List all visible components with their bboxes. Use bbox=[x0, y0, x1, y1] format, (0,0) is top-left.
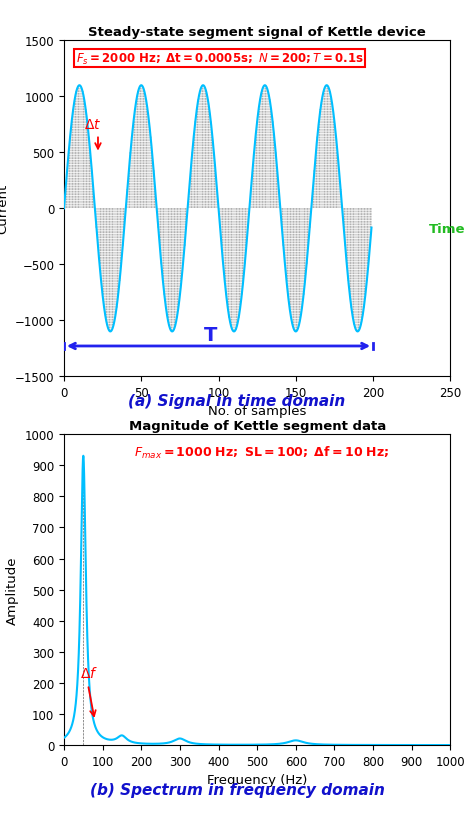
Text: $\mathbf{\it{F_{max}}}$$\mathbf{ = 1000\ Hz;\ SL = 100;\ \Delta f = 10\ Hz;}$: $\mathbf{\it{F_{max}}}$$\mathbf{ = 1000\… bbox=[134, 444, 389, 460]
Text: (a) Signal in time domain: (a) Signal in time domain bbox=[128, 393, 346, 408]
Text: $\Delta t$: $\Delta t$ bbox=[84, 118, 101, 132]
Text: (b) Spectrum in frequency domain: (b) Spectrum in frequency domain bbox=[90, 782, 384, 797]
Title: Magnitude of Kettle segment data: Magnitude of Kettle segment data bbox=[128, 419, 386, 432]
Text: $\mathbf{T}$: $\mathbf{T}$ bbox=[203, 325, 219, 344]
Text: $\Delta f$: $\Delta f$ bbox=[80, 665, 98, 680]
Title: Steady-state segment signal of Kettle device: Steady-state segment signal of Kettle de… bbox=[88, 26, 426, 39]
X-axis label: No. of samples: No. of samples bbox=[208, 405, 306, 418]
Text: Time: Time bbox=[428, 223, 465, 235]
Y-axis label: Amplitude: Amplitude bbox=[6, 556, 19, 624]
Text: $\mathbf{\it{F_s}}$$\mathbf{ = 2000\ Hz;\ }$$\mathbf{\Delta t}$$\mathbf{ = 0.000: $\mathbf{\it{F_s}}$$\mathbf{ = 2000\ Hz;… bbox=[75, 51, 363, 66]
X-axis label: Frequency (Hz): Frequency (Hz) bbox=[207, 773, 307, 787]
Y-axis label: Current: Current bbox=[0, 184, 9, 234]
